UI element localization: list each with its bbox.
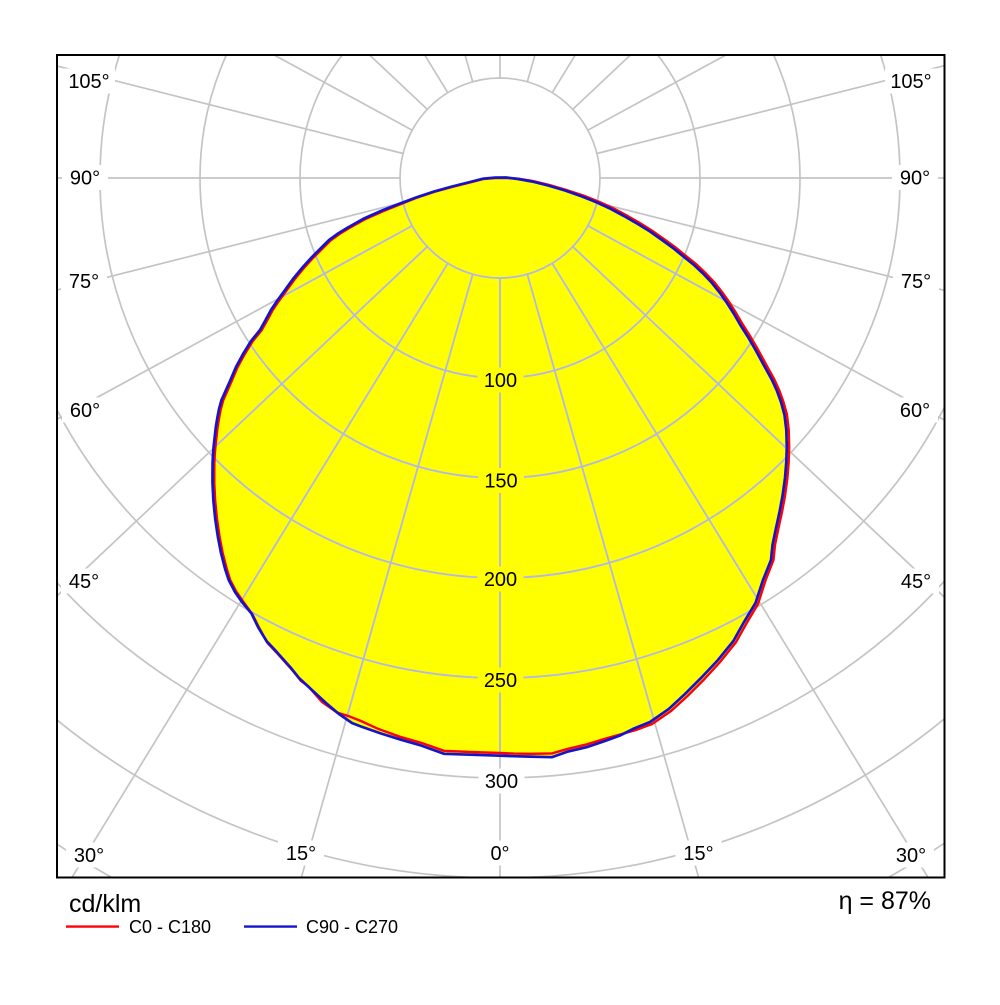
svg-text:C90 - C270: C90 - C270 bbox=[306, 917, 398, 937]
svg-text:45°: 45° bbox=[901, 571, 931, 593]
svg-text:150: 150 bbox=[484, 471, 517, 493]
svg-text:15°: 15° bbox=[683, 843, 713, 865]
svg-text:200: 200 bbox=[484, 569, 517, 591]
svg-text:C0 - C180: C0 - C180 bbox=[129, 917, 211, 937]
svg-text:60°: 60° bbox=[70, 400, 100, 422]
svg-text:75°: 75° bbox=[69, 271, 99, 293]
svg-text:60°: 60° bbox=[900, 400, 930, 422]
svg-text:105°: 105° bbox=[890, 71, 931, 93]
svg-text:90°: 90° bbox=[900, 168, 930, 190]
svg-text:cd/klm: cd/klm bbox=[69, 890, 141, 918]
svg-text:90°: 90° bbox=[70, 168, 100, 190]
svg-text:300: 300 bbox=[485, 771, 518, 793]
svg-text:105°: 105° bbox=[68, 71, 109, 93]
svg-text:η = 87%: η = 87% bbox=[839, 887, 931, 915]
svg-text:30°: 30° bbox=[896, 845, 926, 867]
svg-text:0°: 0° bbox=[490, 843, 509, 865]
svg-text:75°: 75° bbox=[901, 271, 931, 293]
svg-text:15°: 15° bbox=[286, 843, 316, 865]
svg-text:100: 100 bbox=[484, 370, 517, 392]
svg-text:45°: 45° bbox=[69, 571, 99, 593]
svg-text:30°: 30° bbox=[74, 845, 104, 867]
svg-text:250: 250 bbox=[484, 670, 517, 692]
